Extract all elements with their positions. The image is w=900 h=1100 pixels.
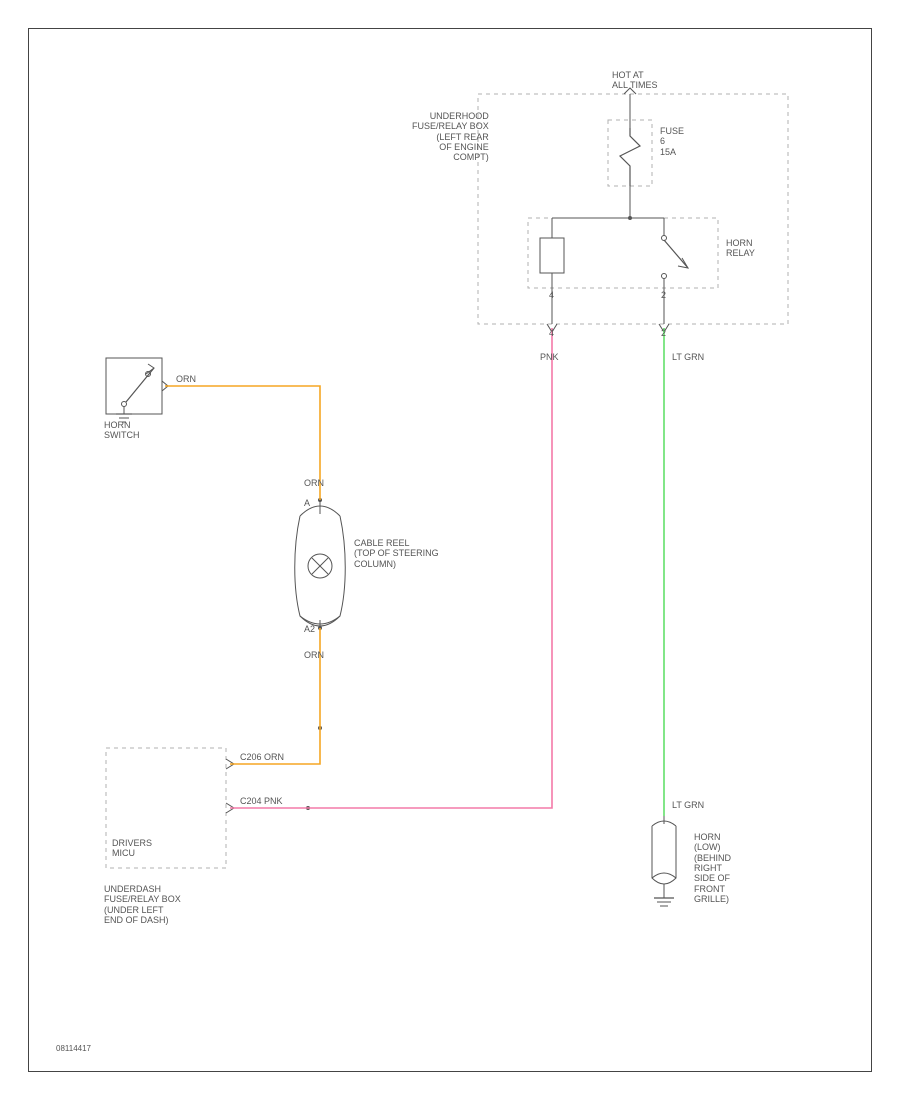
pin-a: A [304, 498, 310, 508]
pin-4-inner: 4 [549, 290, 554, 300]
horn-switch-box [106, 358, 162, 414]
hot-at-label: HOT AT ALL TIMES [612, 70, 658, 91]
underdash-label: UNDERDASH FUSE/RELAY BOX (UNDER LEFT END… [104, 884, 181, 925]
fuse-label: FUSE 6 15A [660, 126, 684, 157]
doc-id: 08114417 [56, 1044, 91, 1053]
c206-orn: C206 ORN [240, 752, 284, 762]
horn-relay-label: HORN RELAY [726, 238, 755, 259]
cable-reel [295, 498, 346, 630]
ltgrn-bot: LT GRN [672, 800, 704, 810]
wire-orange-2 [230, 628, 320, 764]
pnk-label: PNK [540, 352, 559, 362]
drivers-micu-label: DRIVERS MICU [112, 838, 152, 859]
orn-mid-top: ORN [304, 478, 324, 488]
orn-mid-bot: ORN [304, 650, 324, 660]
horn-switch-label: HORN SWITCH [104, 420, 140, 441]
underhood-box [478, 94, 788, 324]
cable-reel-label: CABLE REEL (TOP OF STEERING COLUMN) [354, 538, 439, 569]
a2-label: A2 [304, 624, 315, 634]
c204-pnk: C204 PNK [240, 796, 283, 806]
horn-low-label: HORN (LOW) (BEHIND RIGHT SIDE OF FRONT G… [694, 832, 731, 904]
pin-2-outer: 2 [661, 328, 666, 338]
orn-top: ORN [176, 374, 196, 384]
relay-box [528, 218, 718, 288]
horn-low [652, 816, 676, 906]
underhood-label: UNDERHOOD FUSE/RELAY BOX (LEFT REAR OF E… [412, 111, 489, 163]
wire-orange-1 [165, 386, 320, 500]
pin-2-inner: 2 [661, 290, 666, 300]
pin-4-outer: 4 [549, 328, 554, 338]
ltgrn-label: LT GRN [672, 352, 704, 362]
